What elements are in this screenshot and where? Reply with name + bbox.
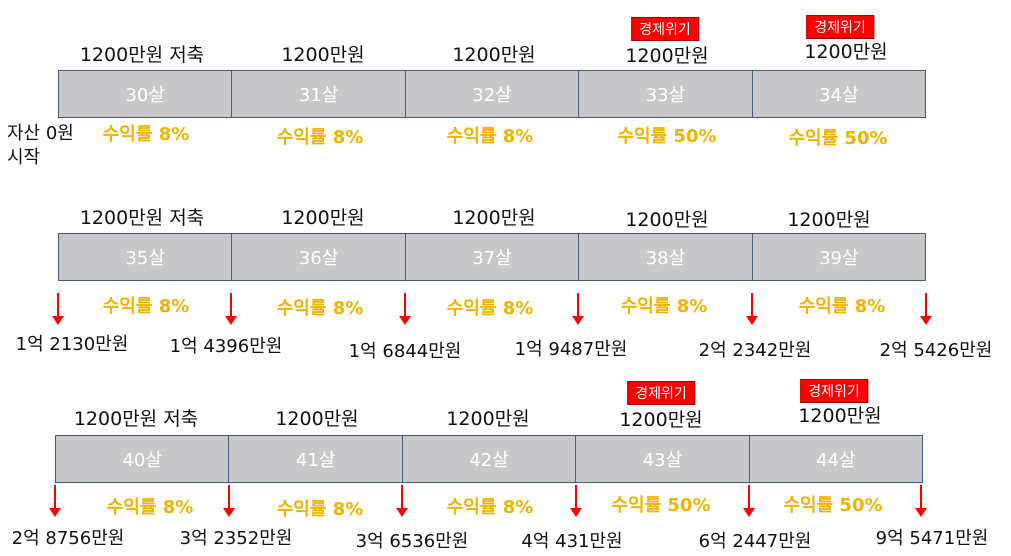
down-arrow-icon: [915, 485, 927, 517]
asset-total: 2억 5426만원: [879, 340, 993, 361]
start-label: 자산 0원 시작: [7, 122, 74, 170]
return-rate: 수익률 8%: [102, 124, 190, 145]
saving-label: 1200만원 저축: [79, 207, 205, 229]
age-bar: 40살 41살 42살 43살 44살: [55, 435, 923, 483]
age-cell: 30살: [59, 71, 233, 117]
return-rate: 수익률 8%: [446, 497, 534, 518]
crisis-badge: 경제위기: [800, 379, 868, 403]
asset-total: 4억 431만원: [521, 531, 623, 552]
down-arrow-icon: [743, 485, 755, 517]
return-rate: 수익률 50%: [783, 495, 883, 516]
down-arrow-icon: [223, 485, 235, 517]
age-cell: 34살: [752, 71, 926, 117]
saving-label: 1200만원 저축: [79, 44, 205, 66]
saving-label: 1200만원: [798, 405, 882, 427]
age-cell: 35살: [59, 234, 233, 280]
asset-total: 1억 9487만원: [514, 339, 628, 360]
saving-label: 1200만원: [281, 207, 365, 229]
asset-total: 1억 4396만원: [169, 336, 283, 357]
saving-label: 1200만원: [275, 408, 359, 430]
age-cell: 41살: [229, 436, 403, 482]
return-rate: 수익률 8%: [276, 499, 364, 520]
age-cell: 37살: [405, 234, 580, 280]
age-cell: 43살: [576, 436, 750, 482]
age-cell: 44살: [749, 436, 923, 482]
down-arrow-icon: [920, 293, 932, 325]
age-cell: 42살: [402, 436, 577, 482]
return-rate: 수익률 8%: [102, 296, 190, 317]
age-bar: 35살 36살 37살 38살 39살: [58, 233, 926, 281]
start-label-line1: 자산 0원: [7, 123, 74, 144]
age-cell: 39살: [752, 234, 926, 280]
return-rate: 수익률 8%: [276, 127, 364, 148]
return-rate: 수익률 8%: [446, 126, 534, 147]
saving-label: 1200만원: [452, 207, 536, 229]
asset-total: 3억 6536만원: [355, 531, 469, 552]
down-arrow-icon: [52, 293, 64, 325]
saving-label: 1200만원: [625, 45, 709, 67]
asset-total: 2억 2342만원: [698, 340, 812, 361]
crisis-badge: 경제위기: [627, 381, 695, 405]
down-arrow-icon: [570, 485, 582, 517]
saving-label: 1200만원: [787, 209, 871, 231]
saving-label: 1200만원 저축: [73, 408, 199, 430]
crisis-badge: 경제위기: [806, 15, 874, 39]
down-arrow-icon: [396, 485, 408, 517]
return-rate: 수익률 8%: [106, 497, 194, 518]
crisis-badge: 경제위기: [631, 17, 699, 41]
age-cell: 31살: [232, 71, 406, 117]
age-cell: 32살: [405, 71, 580, 117]
down-arrow-icon: [572, 293, 584, 325]
saving-label: 1200만원: [452, 44, 536, 66]
asset-total: 3억 2352만원: [179, 528, 293, 549]
down-arrow-icon: [746, 293, 758, 325]
down-arrow-icon: [399, 293, 411, 325]
start-label-line2: 시작: [7, 147, 41, 168]
asset-total: 1억 6844만원: [348, 341, 462, 362]
return-rate: 수익률 50%: [617, 126, 717, 147]
asset-total: 6억 2447만원: [698, 531, 812, 552]
return-rate: 수익률 50%: [788, 128, 888, 149]
age-cell: 33살: [579, 71, 753, 117]
return-rate: 수익률 8%: [798, 296, 886, 317]
asset-total: 2억 8756만원: [11, 528, 125, 549]
saving-label: 1200만원: [619, 409, 703, 431]
saving-label: 1200만원: [625, 209, 709, 231]
down-arrow-icon: [225, 293, 237, 325]
return-rate: 수익률 50%: [611, 495, 711, 516]
return-rate: 수익률 8%: [276, 298, 364, 319]
saving-label: 1200만원: [804, 41, 888, 63]
asset-total: 9억 5471만원: [875, 528, 989, 549]
return-rate: 수익률 8%: [620, 296, 708, 317]
age-cell: 36살: [232, 234, 406, 280]
saving-label: 1200만원: [446, 408, 530, 430]
down-arrow-icon: [49, 485, 61, 517]
age-cell: 38살: [579, 234, 753, 280]
saving-label: 1200만원: [281, 44, 365, 66]
asset-total: 1억 2130만원: [15, 334, 129, 355]
return-rate: 수익률 8%: [446, 298, 534, 319]
age-bar: 30살 31살 32살 33살 34살: [58, 70, 926, 118]
age-cell: 40살: [56, 436, 230, 482]
